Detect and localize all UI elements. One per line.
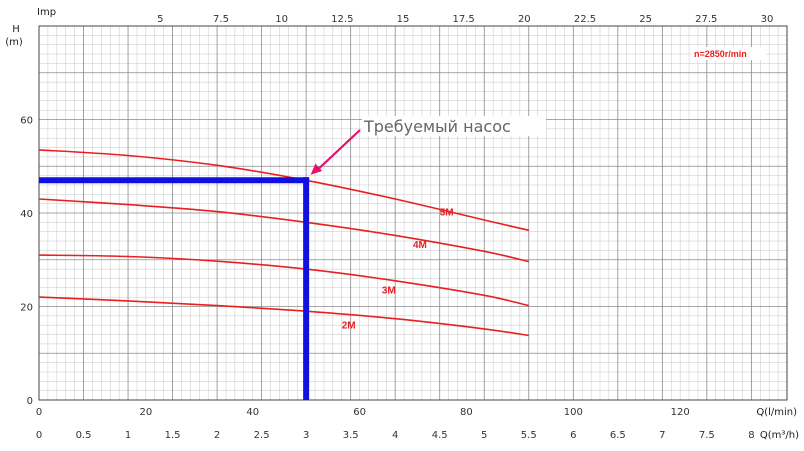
y-tick-label: 20 bbox=[20, 303, 33, 314]
curve-label-2m: 2M bbox=[342, 320, 356, 331]
y-tick-label: 0 bbox=[27, 396, 33, 407]
annotation-text-bg bbox=[362, 116, 546, 136]
y-axis-unit: (m) bbox=[5, 37, 23, 48]
x-tick-label-imp: 30 bbox=[761, 14, 774, 25]
x-tick-label-lmin: 80 bbox=[460, 407, 473, 418]
selection-lines bbox=[39, 177, 310, 400]
curve-label-4m: 4M bbox=[413, 240, 427, 251]
speed-label: n=2850r/min bbox=[694, 49, 747, 59]
x-tick-label-m3h: 6.5 bbox=[610, 430, 626, 441]
x-tick-label-lmin: 60 bbox=[353, 407, 366, 418]
x-tick-label-imp: 10 bbox=[275, 14, 288, 25]
x-tick-label-lmin: 40 bbox=[246, 407, 259, 418]
x-tick-label-imp: 27.5 bbox=[695, 14, 717, 25]
x-tick-label-imp: 20 bbox=[518, 14, 531, 25]
y-axis-title: H bbox=[12, 24, 20, 35]
x-tick-label-lmin: 100 bbox=[564, 407, 583, 418]
x-tick-label-m3h: 3.5 bbox=[343, 430, 359, 441]
x-tick-label-m3h: 8 bbox=[748, 430, 754, 441]
x-tick-label-m3h: 1 bbox=[125, 430, 131, 441]
curve-label-3m: 3M bbox=[382, 285, 396, 296]
curve-4m bbox=[38, 198, 529, 263]
x-axis-title-lmin: Q(l/min) bbox=[756, 407, 797, 418]
x-tick-label-m3h: 7.5 bbox=[699, 430, 715, 441]
annotation-arrow-head bbox=[310, 163, 323, 175]
x-tick-label-m3h: 7 bbox=[659, 430, 665, 441]
curve-3m bbox=[38, 254, 529, 307]
annotation-text: Требуемый насос bbox=[363, 117, 511, 136]
annotation bbox=[310, 129, 361, 175]
x-tick-label-lmin: 120 bbox=[671, 407, 690, 418]
y-tick-label: 40 bbox=[20, 209, 33, 220]
x-tick-label-m3h: 5 bbox=[481, 430, 487, 441]
x-tick-label-m3h: 2.5 bbox=[254, 430, 270, 441]
curve-label-5m: 5M bbox=[440, 207, 454, 218]
y-tick-label: 60 bbox=[20, 116, 33, 127]
top-axis-title: Imp bbox=[37, 7, 56, 18]
plot-frame bbox=[38, 25, 788, 401]
x-tick-label-m3h: 2 bbox=[214, 430, 220, 441]
x-tick-label-m3h: 3 bbox=[303, 430, 309, 441]
x-tick-label-m3h: 1.5 bbox=[165, 430, 181, 441]
x-tick-label-m3h: 6 bbox=[570, 430, 576, 441]
x-tick-label-imp: 25 bbox=[639, 14, 652, 25]
x-tick-label-imp: 15 bbox=[397, 14, 410, 25]
x-axis-title-m3h: Q(m³/h) bbox=[760, 430, 799, 441]
x-tick-label-m3h: 5.5 bbox=[521, 430, 537, 441]
x-tick-label-imp: 5 bbox=[157, 14, 163, 25]
x-tick-label-m3h: 4.5 bbox=[432, 430, 448, 441]
x-tick-label-imp: 17.5 bbox=[453, 14, 475, 25]
curve-5m bbox=[38, 149, 529, 232]
x-tick-label-m3h: 0.5 bbox=[76, 430, 92, 441]
speed-label-box bbox=[692, 47, 766, 60]
x-tick-label-lmin: 20 bbox=[139, 407, 152, 418]
x-tick-label-imp: 12.5 bbox=[331, 14, 353, 25]
x-tick-label-m3h: 4 bbox=[392, 430, 398, 441]
x-tick-label-imp: 7.5 bbox=[213, 14, 229, 25]
x-tick-label-imp: 22.5 bbox=[574, 14, 596, 25]
x-tick-label-m3h: 0 bbox=[36, 430, 42, 441]
x-tick-label-lmin: 0 bbox=[36, 407, 42, 418]
curve-2m bbox=[38, 296, 529, 337]
annotation-arrow-line bbox=[315, 129, 361, 172]
